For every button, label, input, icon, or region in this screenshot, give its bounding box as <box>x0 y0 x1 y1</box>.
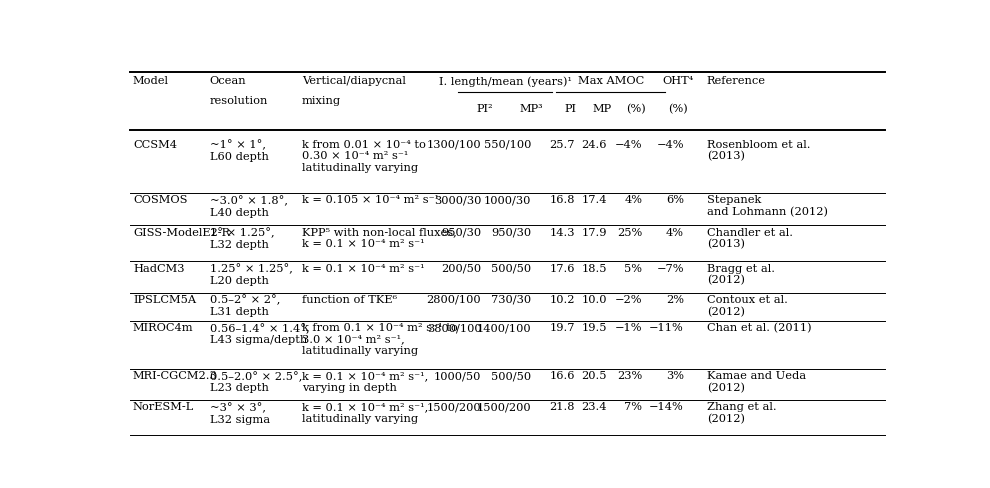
Text: 200/50: 200/50 <box>442 264 481 274</box>
Text: HadCM3: HadCM3 <box>133 264 184 274</box>
Text: mixing: mixing <box>302 96 341 106</box>
Text: Bragg et al.
(2012): Bragg et al. (2012) <box>707 264 775 285</box>
Text: 0.5–2.0° × 2.5°,
L23 depth: 0.5–2.0° × 2.5°, L23 depth <box>210 371 302 393</box>
Text: 19.5: 19.5 <box>581 323 607 333</box>
Text: NorESM-L: NorESM-L <box>133 403 194 412</box>
Text: function of TKE⁶: function of TKE⁶ <box>302 295 397 305</box>
Text: 17.6: 17.6 <box>549 264 575 274</box>
Text: 16.6: 16.6 <box>549 371 575 381</box>
Text: k = 0.1 × 10⁻⁴ m² s⁻¹,
varying in depth: k = 0.1 × 10⁻⁴ m² s⁻¹, varying in depth <box>302 371 428 393</box>
Text: Kamae and Ueda
(2012): Kamae and Ueda (2012) <box>707 371 806 393</box>
Text: MIROC4m: MIROC4m <box>133 323 194 333</box>
Text: 23%: 23% <box>617 371 643 381</box>
Text: 1500/200: 1500/200 <box>427 403 481 412</box>
Text: 1000/30: 1000/30 <box>484 195 532 205</box>
Text: 950/30: 950/30 <box>442 227 481 238</box>
Text: k = 0.1 × 10⁻⁴ m² s⁻¹: k = 0.1 × 10⁻⁴ m² s⁻¹ <box>302 264 425 274</box>
Text: ~3° × 3°,
L32 sigma: ~3° × 3°, L32 sigma <box>210 403 270 425</box>
Text: −2%: −2% <box>615 295 643 305</box>
Text: 17.9: 17.9 <box>581 227 607 238</box>
Text: 6%: 6% <box>666 195 684 205</box>
Text: Reference: Reference <box>707 76 766 86</box>
Text: ~1° × 1°,
L60 depth: ~1° × 1°, L60 depth <box>210 140 268 162</box>
Text: 25%: 25% <box>617 227 643 238</box>
Text: 24.6: 24.6 <box>581 140 607 150</box>
Text: 1.25° × 1.25°,
L20 depth: 1.25° × 1.25°, L20 depth <box>210 264 293 286</box>
Text: 730/30: 730/30 <box>491 295 532 305</box>
Text: 18.5: 18.5 <box>581 264 607 274</box>
Text: 3000/30: 3000/30 <box>434 195 481 205</box>
Text: PI: PI <box>564 103 576 114</box>
Text: −7%: −7% <box>656 264 684 274</box>
Text: MP: MP <box>593 103 612 114</box>
Text: 20.5: 20.5 <box>581 371 607 381</box>
Text: KPP⁵ with non-local fluxes,
k = 0.1 × 10⁻⁴ m² s⁻¹: KPP⁵ with non-local fluxes, k = 0.1 × 10… <box>302 227 456 249</box>
Text: 1400/100: 1400/100 <box>476 323 532 333</box>
Text: 500/50: 500/50 <box>491 264 532 274</box>
Text: 3%: 3% <box>666 371 684 381</box>
Text: 4%: 4% <box>666 227 684 238</box>
Text: 1000/50: 1000/50 <box>434 371 481 381</box>
Text: k = 0.105 × 10⁻⁴ m² s⁻¹: k = 0.105 × 10⁻⁴ m² s⁻¹ <box>302 195 439 205</box>
Text: I. length/mean (years)¹: I. length/mean (years)¹ <box>439 76 571 87</box>
Text: resolution: resolution <box>210 96 268 106</box>
Text: k from 0.1 × 10⁻⁴ m² s⁻¹ to
3.0 × 10⁻⁴ m² s⁻¹,
latitudinally varying: k from 0.1 × 10⁻⁴ m² s⁻¹ to 3.0 × 10⁻⁴ m… <box>302 323 457 356</box>
Text: ~3.0° × 1.8°,
L40 depth: ~3.0° × 1.8°, L40 depth <box>210 195 288 218</box>
Text: GISS-ModelE2-R: GISS-ModelE2-R <box>133 227 230 238</box>
Text: 5%: 5% <box>625 264 643 274</box>
Text: 16.8: 16.8 <box>549 195 575 205</box>
Text: Contoux et al.
(2012): Contoux et al. (2012) <box>707 295 788 317</box>
Text: Chan et al. (2011): Chan et al. (2011) <box>707 323 812 333</box>
Text: 21.8: 21.8 <box>549 403 575 412</box>
Text: Chandler et al.
(2013): Chandler et al. (2013) <box>707 227 793 250</box>
Text: (%): (%) <box>668 103 688 114</box>
Text: 14.3: 14.3 <box>549 227 575 238</box>
Text: −1%: −1% <box>615 323 643 333</box>
Text: −4%: −4% <box>615 140 643 150</box>
Text: MP³: MP³ <box>520 103 544 114</box>
Text: k from 0.01 × 10⁻⁴ to
0.30 × 10⁻⁴ m² s⁻¹
latitudinally varying: k from 0.01 × 10⁻⁴ to 0.30 × 10⁻⁴ m² s⁻¹… <box>302 140 426 173</box>
Text: 0.56–1.4° × 1.4°,
L43 sigma/depth: 0.56–1.4° × 1.4°, L43 sigma/depth <box>210 323 309 346</box>
Text: −4%: −4% <box>656 140 684 150</box>
Text: 950/30: 950/30 <box>491 227 532 238</box>
Text: 4%: 4% <box>625 195 643 205</box>
Text: PI²: PI² <box>476 103 493 114</box>
Text: 19.7: 19.7 <box>549 323 575 333</box>
Text: 2800/100: 2800/100 <box>427 295 481 305</box>
Text: 550/100: 550/100 <box>484 140 532 150</box>
Text: 2%: 2% <box>666 295 684 305</box>
Text: MRI-CGCM2.3: MRI-CGCM2.3 <box>133 371 218 381</box>
Text: 1° × 1.25°,
L32 depth: 1° × 1.25°, L32 depth <box>210 227 274 250</box>
Text: 1500/200: 1500/200 <box>476 403 532 412</box>
Text: Model: Model <box>133 76 169 86</box>
Text: 1300/100: 1300/100 <box>427 140 481 150</box>
Text: Zhang et al.
(2012): Zhang et al. (2012) <box>707 403 776 425</box>
Text: IPSLCM5A: IPSLCM5A <box>133 295 196 305</box>
Text: Ocean: Ocean <box>210 76 247 86</box>
Text: Max AMOC: Max AMOC <box>578 76 644 86</box>
Text: (%): (%) <box>627 103 646 114</box>
Text: 500/50: 500/50 <box>491 371 532 381</box>
Text: −14%: −14% <box>649 403 684 412</box>
Text: 7%: 7% <box>625 403 643 412</box>
Text: Rosenbloom et al.
(2013): Rosenbloom et al. (2013) <box>707 140 811 162</box>
Text: 3800/100: 3800/100 <box>427 323 481 333</box>
Text: 17.4: 17.4 <box>581 195 607 205</box>
Text: 10.2: 10.2 <box>549 295 575 305</box>
Text: 23.4: 23.4 <box>581 403 607 412</box>
Text: 10.0: 10.0 <box>581 295 607 305</box>
Text: −11%: −11% <box>649 323 684 333</box>
Text: k = 0.1 × 10⁻⁴ m² s⁻¹,
latitudinally varying: k = 0.1 × 10⁻⁴ m² s⁻¹, latitudinally var… <box>302 403 428 424</box>
Text: CCSM4: CCSM4 <box>133 140 177 150</box>
Text: OHT⁴: OHT⁴ <box>663 76 694 86</box>
Text: 0.5–2° × 2°,
L31 depth: 0.5–2° × 2°, L31 depth <box>210 295 280 317</box>
Text: Stepanek
and Lohmann (2012): Stepanek and Lohmann (2012) <box>707 195 828 217</box>
Text: Vertical/diapycnal: Vertical/diapycnal <box>302 76 406 86</box>
Text: COSMOS: COSMOS <box>133 195 187 205</box>
Text: 25.7: 25.7 <box>549 140 575 150</box>
